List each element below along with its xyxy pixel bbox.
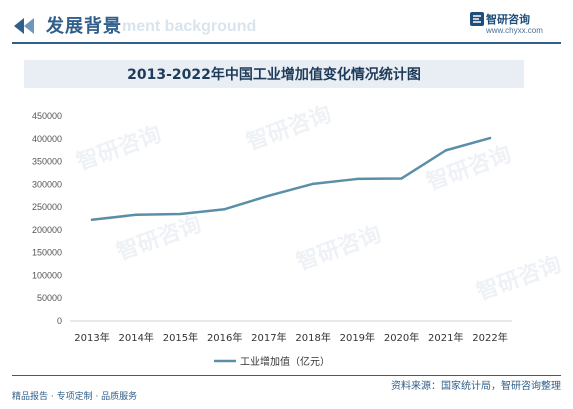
data-point	[488, 136, 492, 140]
watermark-text: 智研咨询	[113, 211, 205, 266]
y-tick-label: 250000	[32, 202, 62, 212]
section-title: 发展背景	[46, 16, 122, 37]
series-layer	[90, 136, 492, 221]
data-point	[444, 149, 447, 152]
legend-label: 工业增加值（亿元）	[240, 355, 330, 368]
x-tick-label: 2013年	[74, 331, 109, 344]
y-tick-label: 300000	[32, 179, 62, 189]
legend: 工业增加值（亿元）	[214, 355, 330, 368]
x-tick-label: 2019年	[340, 331, 375, 344]
brand-name: 智研咨询	[486, 13, 530, 26]
x-tick-label: 2016年	[207, 331, 242, 344]
x-tick-label: 2022年	[472, 331, 507, 344]
y-tick-label: 50000	[37, 293, 62, 303]
x-tick-label: 2015年	[163, 331, 198, 344]
y-tick-label: 450000	[32, 111, 62, 121]
data-point	[223, 208, 226, 211]
data-point	[356, 177, 359, 181]
chart-title-bar	[24, 60, 524, 88]
x-tick-label: 2014年	[118, 331, 153, 344]
brand-logo-icon	[470, 12, 484, 26]
header-divider	[12, 42, 561, 44]
y-tick-label: 0	[57, 316, 62, 326]
data-point	[267, 194, 271, 197]
watermark-text: 智研咨询	[73, 121, 165, 176]
y-axis: 0 50000 100000 150000 200000 250000 300000 3500…	[32, 111, 62, 326]
watermark-text: 智研咨询	[293, 221, 385, 276]
header: ment background 发展背景 智研咨询 www.chyxx.com	[0, 0, 573, 46]
x-tick-label: 2018年	[295, 331, 330, 344]
source-note: 资料来源：国家统计局，智研咨询整理	[391, 381, 561, 392]
data-point	[90, 218, 94, 221]
y-tick-label: 100000	[32, 270, 62, 280]
data-point	[400, 177, 403, 180]
chart-title: 2013-2022年中国工业增加值变化情况统计图	[127, 67, 421, 83]
data-point	[311, 182, 315, 186]
y-tick-label: 200000	[32, 225, 62, 235]
x-tick-label: 2021年	[428, 331, 463, 344]
double-chevron-icon	[14, 18, 34, 34]
x-tick-label: 2017年	[251, 331, 286, 344]
series-line	[90, 136, 492, 221]
watermark-text: 智研咨询	[423, 141, 515, 196]
section-ghost-text: ment background	[122, 18, 257, 35]
x-axis: 2013年 2014年 2015年 2016年 2017年 2018年 2019年 2020年…	[70, 320, 512, 344]
y-tick-label: 350000	[32, 157, 62, 167]
footer-divider	[12, 375, 561, 376]
watermark-text: 智研咨询	[243, 101, 335, 156]
y-tick-label: 150000	[32, 248, 62, 258]
x-tick-label: 2020年	[384, 331, 419, 344]
watermark-text: 智研咨询	[473, 251, 565, 306]
data-point	[135, 213, 138, 216]
y-tick-label: 400000	[32, 134, 62, 144]
data-point	[179, 212, 182, 216]
brand-url: www.chyxx.com	[486, 26, 543, 35]
footer-tagline: 精品报告 · 专项定制 · 品质服务	[12, 392, 138, 402]
